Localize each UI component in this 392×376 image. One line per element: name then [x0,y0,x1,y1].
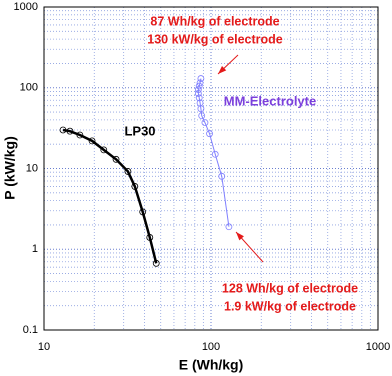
plot-frame [43,6,379,331]
data-point [139,208,147,216]
data-point [197,105,205,113]
annotation: 128 Wh/kg of electrode [222,281,358,295]
series-label: LP30 [124,123,155,138]
data-point [211,150,219,158]
data-point [201,119,209,127]
data-point [194,86,202,93]
data-point [100,146,108,154]
data-point [124,168,132,175]
x-tick-label: 10 [38,341,50,353]
y-tick-label: 1000 [14,1,38,13]
data-point [195,94,203,102]
annotation: 130 kW/kg of electrode [147,32,283,46]
data-point [196,79,204,87]
data-point [194,90,202,97]
data-point [225,223,233,231]
data-point [88,137,96,145]
data-point [195,82,203,90]
data-point [218,172,226,180]
arrow-head [218,65,227,74]
data-point [66,127,74,135]
data-point [198,112,206,120]
data-point [131,183,139,190]
series-label: MM-Electrolyte [224,93,316,108]
series-line [62,128,158,264]
x-tick-label: 100 [202,341,220,353]
annotation: 87 Wh/kg of electrode [150,14,279,28]
data-point [146,234,154,241]
data-point [197,75,205,82]
y-tick-label: 1 [32,243,38,255]
y-tick-label: 0.1 [23,324,38,336]
y-tick-label: 10 [26,162,38,174]
x-tick-label: 1000 [366,341,390,353]
data-point [206,130,213,138]
data-point [112,155,120,163]
data-point [59,126,67,134]
x-axis-title: E (Wh/kg) [179,357,244,373]
arrow-head [236,232,244,241]
data-point [152,259,160,267]
y-axis-title: P (kW/kg) [2,136,18,200]
annotation: 1.9 kW/kg of electrode [224,299,356,313]
y-tick-label: 100 [20,82,38,94]
data-point [76,131,84,139]
